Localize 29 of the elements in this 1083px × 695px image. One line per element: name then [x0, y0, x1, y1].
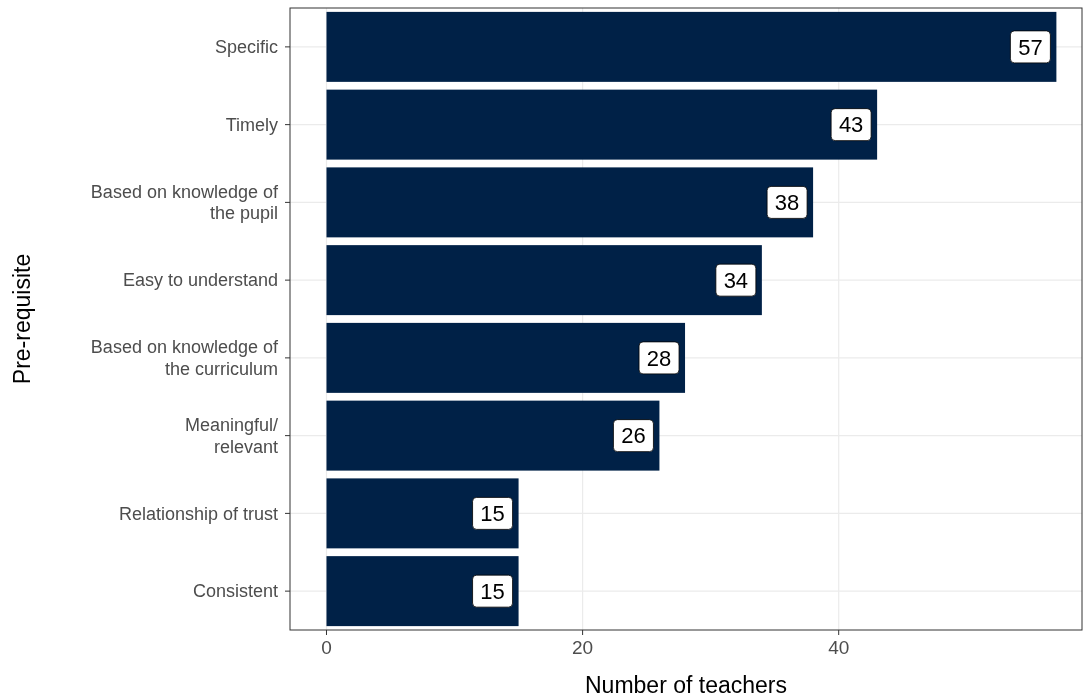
x-tick-label: 0: [321, 637, 332, 658]
bar: [326, 245, 762, 316]
bar: [326, 400, 660, 471]
x-tick-label: 20: [572, 637, 594, 658]
x-axis-title: Number of teachers: [585, 672, 787, 695]
bar: [326, 322, 686, 393]
y-tick-label: Specific: [214, 37, 278, 58]
data-label: 38: [774, 190, 800, 216]
bar: [326, 89, 878, 160]
y-tick-label: Relationship of trust: [118, 503, 278, 524]
y-tick-label: Timely: [225, 114, 278, 135]
x-tick-label: 40: [828, 637, 850, 658]
y-tick-label: Meaningful/ relevant: [184, 415, 278, 457]
bar: [326, 11, 1057, 82]
data-label: 26: [621, 423, 646, 449]
y-tick-label: Consistent: [192, 581, 278, 602]
data-label: 28: [646, 345, 672, 371]
data-label: 34: [723, 267, 749, 293]
y-tick-label: Based on knowledge of the pupil: [90, 181, 279, 224]
bar: [326, 167, 814, 238]
bar: [326, 556, 519, 627]
data-label: 15: [480, 578, 505, 604]
y-axis-title: Pre-requisite: [9, 253, 35, 385]
data-label: 57: [1018, 34, 1043, 60]
y-tick-label: Based on knowledge of the curriculum: [90, 337, 279, 379]
y-tick-label: Easy to understand: [122, 270, 278, 291]
data-label: 15: [480, 501, 505, 527]
data-label: 43: [838, 112, 864, 138]
bar: [326, 478, 519, 549]
